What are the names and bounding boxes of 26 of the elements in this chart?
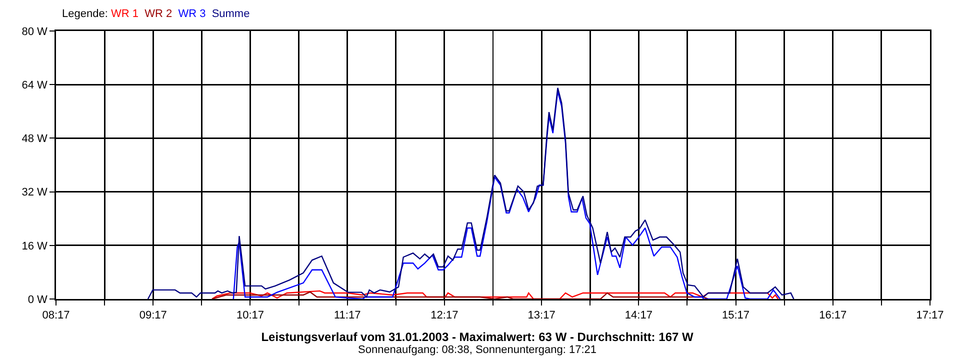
y-tick-label: 0 W — [28, 294, 48, 306]
x-tick-label: 16:17 — [819, 310, 847, 322]
x-tick-label: 11:17 — [334, 310, 361, 322]
text: WR 2 — [144, 8, 172, 20]
x-tick-label: 14:17 — [624, 310, 652, 322]
x-tick-label: 13:17 — [528, 310, 556, 322]
text: Sonnenaufgang: 08:38, Sonnenuntergang: 17:21 — [358, 344, 597, 356]
x-tick-label: 10:17 — [236, 310, 264, 322]
y-tick-label: 64 W — [22, 79, 48, 92]
y-tick-label: 16 W — [22, 240, 48, 252]
text: WR 3 — [178, 8, 206, 20]
x-tick-label: 09:17 — [139, 310, 167, 322]
y-tick-label: 32 W — [22, 186, 48, 199]
x-tick-label: 15:17 — [722, 310, 750, 322]
text: Summe — [212, 8, 250, 20]
x-tick-label: 12:17 — [430, 310, 458, 322]
x-tick-label: 08:17 — [42, 310, 70, 322]
text: WR 1 — [110, 8, 138, 20]
y-tick-label: 48 W — [22, 133, 48, 146]
legend-title: Legende: — [62, 8, 108, 20]
text: Leistungsverlauf vom 31.01.2003 - Maximalwert: 63 W - Durchschnitt: 167 W — [261, 330, 694, 344]
line-series — [232, 90, 781, 299]
line-series — [211, 291, 709, 299]
x-tick-label: 17:17 — [916, 310, 944, 322]
y-tick-label: 80 W — [22, 26, 48, 38]
line-series — [147, 87, 794, 299]
